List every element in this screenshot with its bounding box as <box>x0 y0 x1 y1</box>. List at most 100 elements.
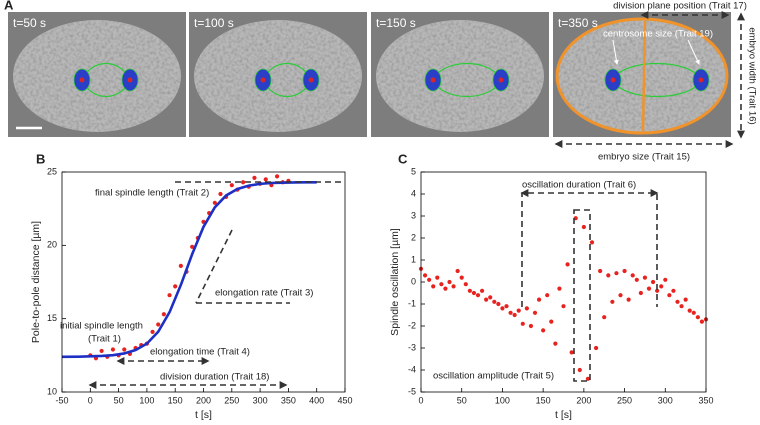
y-tick-label: 0 <box>411 276 416 286</box>
data-point <box>634 277 639 282</box>
image-annotation: division plane position (Trait 17) <box>613 1 747 12</box>
data-point <box>569 350 574 355</box>
data-point <box>593 345 599 351</box>
annotation: oscillation duration (Trait 6) <box>522 180 636 191</box>
centrosome-center <box>79 77 85 83</box>
chart: -50 0 50 100 150 200 250 300 350 400 450 10 15 20 25 t … <box>30 166 353 420</box>
data-point <box>581 224 586 230</box>
data-point <box>263 177 268 182</box>
y-tick-label: -3 <box>408 342 416 352</box>
centrosome-center <box>610 77 616 83</box>
x-tick-label: 350 <box>281 395 296 405</box>
data-point <box>110 347 116 352</box>
y-tick-label: -5 <box>408 386 416 396</box>
annotation: division duration (Trait 18) <box>160 372 269 383</box>
x-tick-label: 200 <box>576 395 591 405</box>
x-tick-label: 50 <box>457 395 467 405</box>
data-point <box>642 275 648 280</box>
x-axis-label: t [s] <box>555 409 572 421</box>
data-point <box>471 290 477 296</box>
annotation: elongation rate (Trait 3) <box>215 288 313 299</box>
data-point <box>659 284 664 289</box>
data-point <box>655 288 660 293</box>
data-point <box>536 297 542 302</box>
data-point <box>524 306 529 311</box>
x-tick-label: 250 <box>617 395 632 405</box>
data-point <box>683 297 688 302</box>
data-point <box>431 284 436 289</box>
data-point <box>695 315 700 320</box>
data-point <box>504 304 509 309</box>
data-point <box>545 293 550 298</box>
x-tick-label: 300 <box>253 395 268 405</box>
x-tick-label: 400 <box>309 395 324 405</box>
data-point <box>606 273 611 278</box>
data-point <box>178 263 183 268</box>
micrograph-row: t=50 s t=100 s t=150 s centrosome size (Tra… <box>8 12 731 137</box>
data-point <box>553 341 558 346</box>
x-tick-label: 300 <box>658 395 673 405</box>
annotation-guide <box>521 192 658 307</box>
centrosome-center <box>308 77 314 83</box>
x-tick-label: 100 <box>139 395 154 405</box>
data-point <box>252 175 257 180</box>
annotation: (Trait 1) <box>88 334 121 345</box>
data-point <box>549 319 554 324</box>
annotation: initial spindle length <box>60 321 143 332</box>
data-point <box>467 288 472 293</box>
embryo <box>194 20 362 132</box>
x-tick-label: 150 <box>536 395 551 405</box>
data-point <box>675 299 680 304</box>
data-point <box>435 275 440 280</box>
y-tick-label: 20 <box>47 240 57 250</box>
centrosome-center <box>698 77 704 83</box>
x-tick-label: 150 <box>168 395 183 405</box>
y-tick-label: 2 <box>411 232 416 242</box>
data-point <box>500 306 505 311</box>
time-label: t=150 s <box>376 16 416 30</box>
data-point <box>650 279 656 285</box>
data-point <box>439 282 444 287</box>
data-point <box>122 347 127 352</box>
data-point <box>479 288 485 293</box>
data-point <box>167 293 172 298</box>
y-tick-label: 1 <box>411 254 416 264</box>
embryo <box>13 20 181 132</box>
data-point <box>156 322 161 327</box>
micrograph-content <box>371 12 549 137</box>
data-point <box>218 191 223 197</box>
embryo <box>376 20 544 132</box>
y-axis-label: Pole-to-pole distance [µm] <box>30 221 42 343</box>
data-point <box>496 301 501 307</box>
x-axis-label: t [s] <box>195 409 212 421</box>
division-plane <box>641 20 647 132</box>
data-point <box>161 312 166 317</box>
panel-label: A <box>4 0 14 12</box>
y-tick-label: 3 <box>411 210 416 220</box>
x-tick-label: 0 <box>418 395 423 405</box>
data-point <box>691 310 696 315</box>
x-tick-label: 100 <box>495 395 510 405</box>
data-point <box>528 323 534 329</box>
data-point <box>663 277 668 282</box>
image-annotation: embryo size (Trait 15) <box>598 152 690 163</box>
data-point <box>598 268 603 274</box>
time-label: t=100 s <box>194 16 234 30</box>
centrosome-center <box>260 77 266 83</box>
time-label: t=50 s <box>13 16 46 30</box>
data-point <box>451 284 456 289</box>
data-point <box>577 367 582 373</box>
data-point <box>484 297 489 302</box>
data-point <box>516 308 521 313</box>
plot-frame <box>420 171 707 393</box>
annotation-guide <box>573 209 591 382</box>
data-point <box>585 376 591 381</box>
data-point <box>565 262 570 267</box>
y-tick-label: -4 <box>408 364 416 374</box>
data-point <box>443 286 448 291</box>
data-point <box>671 288 676 293</box>
data-point <box>667 293 672 298</box>
data-point <box>488 295 493 300</box>
data-point <box>229 183 234 188</box>
